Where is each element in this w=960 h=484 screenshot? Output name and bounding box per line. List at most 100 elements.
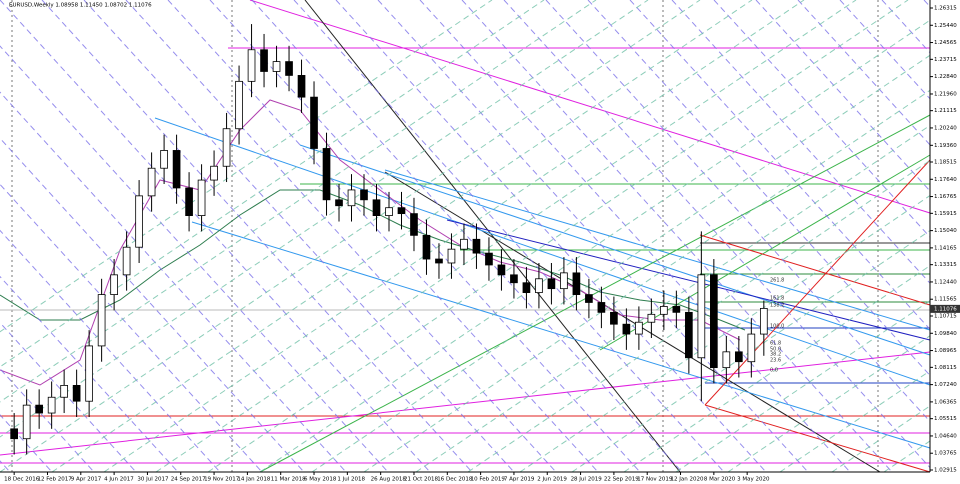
candle-body [510, 274, 518, 284]
candle-body [697, 274, 706, 359]
candle-body [235, 80, 243, 130]
y-tick-label: 1.04640 [934, 433, 957, 439]
candle-body [60, 385, 68, 398]
candle-body [485, 252, 493, 266]
x-tick-label: 16 Dec 2018 [437, 477, 473, 483]
y-tick-label: 1.23715 [934, 57, 957, 63]
fan-dash [675, 279, 960, 473]
fan-dash [0, 0, 545, 368]
chart-title: EURUSD,Weekly 1.08958 1.11450 1.08702 1.… [9, 3, 152, 9]
fan-dash [0, 91, 347, 473]
y-tick-label: 1.17640 [934, 177, 957, 183]
fan-dash [419, 0, 851, 473]
candle-body [660, 306, 668, 315]
trend-line [249, 0, 931, 214]
price-axis-bg [930, 0, 960, 484]
fib-label: 261.8 [770, 278, 784, 284]
candle-body [372, 199, 381, 217]
fan-dash [0, 0, 597, 403]
x-tick-label: 4 Jun 2017 [104, 477, 134, 483]
x-tick-label: 3 May 2020 [737, 477, 770, 483]
candle-body [297, 75, 306, 98]
fan-dash [311, 34, 960, 473]
y-tick-label: 1.08965 [934, 348, 957, 354]
candle-body [385, 207, 393, 217]
y-tick-label: 1.06365 [934, 399, 957, 405]
fan-dash [545, 0, 960, 456]
fan-dash [251, 0, 683, 473]
candle-body [635, 321, 643, 335]
y-tick-label: 1.24565 [934, 40, 957, 46]
y-tick-label: 1.20240 [934, 125, 957, 131]
candle-body [472, 238, 481, 254]
last-price-box [930, 304, 960, 313]
fan-dash [83, 0, 515, 473]
x-tick-label: 10 Feb 2019 [471, 477, 506, 483]
fan-dash [259, 0, 960, 473]
drawings [0, 0, 960, 473]
fib-label: 38.2 [770, 352, 781, 358]
fan-dash [0, 137, 305, 473]
y-tick-label: 1.26315 [934, 5, 957, 11]
y-tick-label: 1.15915 [934, 211, 957, 217]
candle-body [347, 189, 356, 207]
fan-dash [0, 45, 389, 473]
candle-body [610, 311, 618, 325]
fan-dash [727, 314, 960, 473]
fan-dash [519, 174, 960, 473]
candle-body [72, 385, 81, 402]
fork-line [704, 159, 931, 406]
y-tick-label: 1.21960 [934, 91, 957, 97]
x-tick-label: 2 Jun 2019 [537, 477, 567, 483]
candle-body [535, 278, 543, 294]
channel-line [384, 169, 931, 331]
x-tick-label: 21 Oct 2018 [404, 477, 439, 483]
trend-line [304, 0, 681, 473]
x-tick-label: 19 Nov 2017 [204, 477, 240, 483]
candle-body [422, 234, 431, 260]
x-tick-label: 22 Sep 2019 [604, 477, 639, 483]
x-tick-label: 11 Mar 2018 [271, 477, 306, 483]
fib-label: 161.8 [770, 296, 784, 302]
candle-body [310, 96, 318, 149]
candle-body [172, 150, 181, 189]
candle-body [647, 313, 656, 323]
y-tick-label: 1.11565 [934, 297, 957, 303]
trend-line [384, 171, 881, 473]
fib-label: 0.0 [770, 368, 778, 374]
fan-dash [207, 0, 909, 473]
fib-label: 23.6 [770, 358, 781, 364]
fan-dash [571, 209, 960, 473]
x-tick-label: 14 Jan 2018 [237, 477, 270, 483]
fork-line [699, 234, 931, 306]
y-tick-label: 1.25440 [934, 23, 957, 29]
candle-body [722, 351, 731, 369]
fan-dash [293, 0, 725, 473]
fan-dash [0, 368, 95, 473]
fan-dash [335, 0, 767, 473]
fan-dash [51, 0, 753, 473]
fib-label: 100.0 [770, 324, 784, 330]
candle-body [759, 308, 768, 335]
candle-body [710, 274, 718, 369]
candle-body [685, 311, 693, 359]
y-tick-label: 1.21115 [934, 108, 957, 114]
fan-dash [0, 0, 431, 473]
fork-line [704, 404, 931, 473]
fan-dash [415, 104, 960, 473]
candle-body [97, 294, 106, 347]
candle-body [160, 150, 168, 169]
y-tick-label: 1.19360 [934, 143, 957, 149]
y-tick-label: 1.12440 [934, 279, 957, 285]
candle-body [397, 207, 406, 215]
x-tick-label: 9 Apr 2017 [71, 477, 102, 483]
fan-dash [461, 0, 893, 473]
y-tick-label: 1.09840 [934, 331, 957, 337]
y-tick-label: 1.18515 [934, 159, 957, 165]
candle-body [35, 404, 43, 414]
candle-body [147, 167, 156, 197]
fan-dash [0, 275, 179, 473]
x-tick-label: 24 Sep 2017 [171, 477, 206, 483]
channel-line [191, 221, 931, 449]
